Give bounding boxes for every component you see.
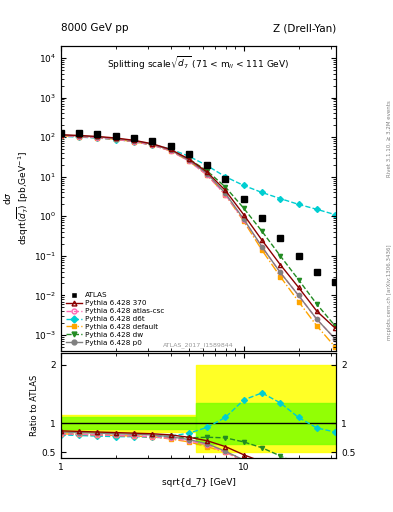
Text: 8000 GeV pp: 8000 GeV pp [61, 23, 129, 33]
Y-axis label: Ratio to ATLAS: Ratio to ATLAS [30, 375, 39, 436]
Text: Rivet 3.1.10, ≥ 3.2M events: Rivet 3.1.10, ≥ 3.2M events [387, 100, 392, 177]
Text: ATLAS_2017_I1589844: ATLAS_2017_I1589844 [163, 342, 234, 348]
Text: Z (Drell-Yan): Z (Drell-Yan) [273, 23, 336, 33]
Legend: ATLAS, Pythia 6.428 370, Pythia 6.428 atlas-csc, Pythia 6.428 d6t, Pythia 6.428 : ATLAS, Pythia 6.428 370, Pythia 6.428 at… [64, 291, 165, 347]
Text: mcplots.cern.ch [arXiv:1306.3436]: mcplots.cern.ch [arXiv:1306.3436] [387, 244, 392, 339]
X-axis label: sqrt{d_7} [GeV]: sqrt{d_7} [GeV] [162, 478, 235, 487]
Text: Splitting scale$\sqrt{d_7}$ (71 < m$_{ll}$ < 111 GeV): Splitting scale$\sqrt{d_7}$ (71 < m$_{ll… [107, 55, 290, 72]
Y-axis label: d$\sigma$
dsqrt($\overline{d_7}$) [pb,GeV$^{-1}$]: d$\sigma$ dsqrt($\overline{d_7}$) [pb,Ge… [2, 152, 31, 245]
